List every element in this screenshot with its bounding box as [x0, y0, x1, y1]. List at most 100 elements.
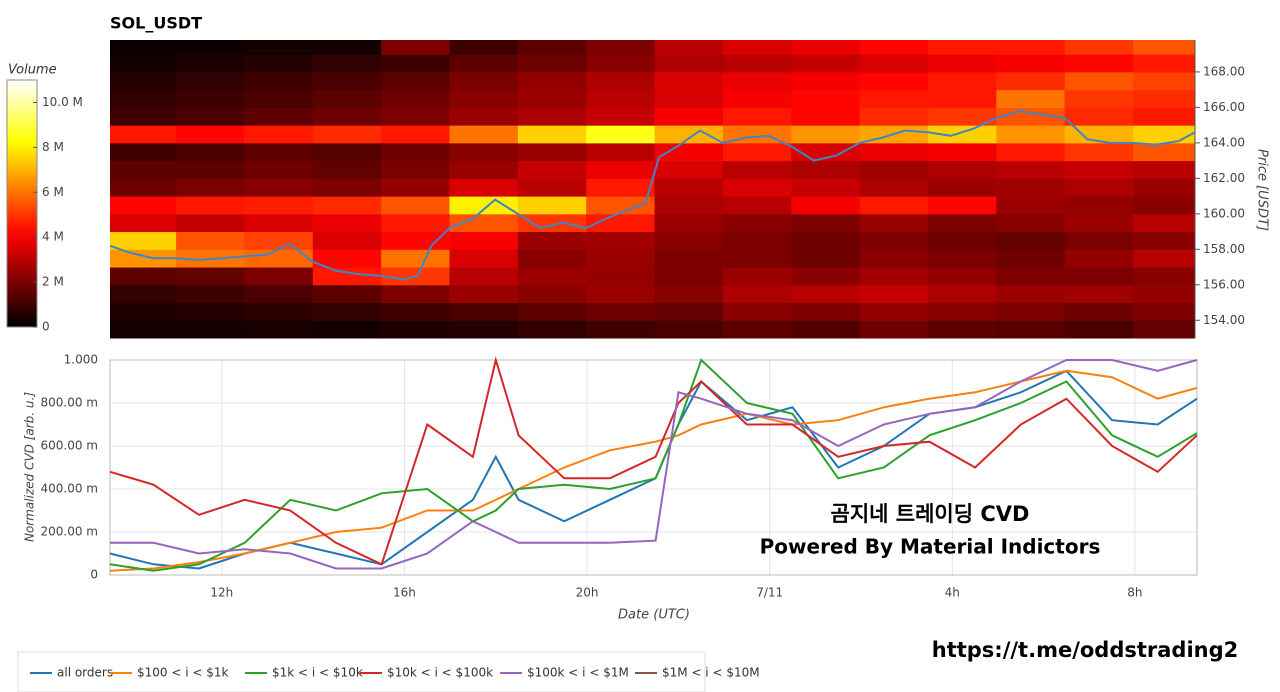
y-tick-label: 166.00: [1203, 100, 1245, 114]
heatmap-cell: [1133, 89, 1196, 108]
x-tick-label: 16h: [393, 586, 416, 600]
heatmap-cell: [517, 231, 587, 250]
heatmap-cell: [791, 107, 861, 126]
heatmap-cell: [654, 54, 724, 73]
heatmap-cell: [517, 267, 587, 286]
heatmap-cell: [791, 302, 861, 321]
y-tick-label: 158.00: [1203, 242, 1245, 256]
heatmap-cell: [312, 40, 382, 55]
heatmap-cell: [176, 284, 245, 304]
heatmap-cell: [859, 213, 929, 233]
heatmap-cell: [927, 213, 997, 233]
heatmap-cell: [1064, 40, 1134, 55]
heatmap-cell: [927, 160, 997, 179]
heatmap-cell: [449, 160, 519, 179]
heatmap-cell: [381, 71, 450, 91]
heatmap-cell: [312, 196, 382, 215]
heatmap-cell: [176, 54, 245, 73]
heatmap-cell: [586, 160, 656, 179]
heatmap-cell: [176, 196, 245, 215]
heatmap-cell: [449, 54, 519, 73]
heatmap-cell: [381, 196, 450, 215]
heatmap-cell: [381, 125, 450, 144]
y-tick-label: 156.00: [1203, 277, 1245, 291]
heatmap-cell: [110, 142, 177, 162]
heatmap-cell: [791, 196, 861, 215]
heatmap-cell: [110, 320, 177, 339]
heatmap-cell: [244, 89, 314, 108]
heatmap-cell: [381, 284, 450, 304]
colorbar-tick-label: 2 M: [42, 275, 64, 289]
heatmap-cell: [654, 249, 724, 268]
heatmap-cell: [244, 40, 314, 55]
heatmap-cell: [996, 249, 1066, 268]
heatmap-cell: [381, 107, 450, 126]
heatmap-cell: [927, 267, 997, 286]
heatmap-cell: [722, 284, 792, 304]
heatmap-cell: [1133, 125, 1196, 144]
heatmap-cell: [110, 54, 177, 73]
series-line: [110, 359, 1198, 570]
heatmap-cell: [996, 54, 1066, 73]
legend-label: $100 < i < $1k: [137, 666, 229, 680]
heatmap-cell: [859, 40, 929, 55]
colorbar-title: Volume: [8, 63, 57, 78]
heatmap-cell: [586, 249, 656, 268]
heatmap-cell: [381, 54, 450, 73]
heatmap-cell: [791, 40, 861, 55]
heatmap-cell: [449, 249, 519, 268]
heatmap-cell: [176, 231, 245, 250]
heatmap-cell: [1064, 231, 1134, 250]
heatmap-cell: [176, 89, 245, 108]
heatmap-cell: [859, 267, 929, 286]
heatmap-cell: [517, 178, 587, 197]
heatmap-cell: [859, 178, 929, 197]
heatmap-cell: [176, 160, 245, 179]
heatmap-cell: [176, 107, 245, 126]
heatmap-cell: [654, 231, 724, 250]
heatmap-cell: [654, 196, 724, 215]
heatmap-cell: [927, 54, 997, 73]
chart-title: SOL_USDT: [110, 14, 202, 33]
legend-label: $1k < i < $10k: [272, 666, 363, 680]
y-tick-label: 0: [90, 568, 98, 582]
heatmap-cell: [381, 213, 450, 233]
heatmap-cell: [312, 267, 382, 286]
heatmap-cell: [110, 178, 177, 197]
y-axis-title: Price [USDT]: [1255, 149, 1270, 231]
heatmap-cell: [654, 178, 724, 197]
heatmap-cell: [1133, 267, 1196, 286]
plot-frame: [109, 359, 1198, 576]
heatmap-cell: [449, 40, 519, 55]
heatmap-cell: [859, 107, 929, 126]
heatmap-cell: [791, 213, 861, 233]
watermark-subtitle: Powered By Material Indictors: [760, 535, 1101, 559]
heatmap-cell: [722, 231, 792, 250]
heatmap-cell: [312, 213, 382, 233]
heatmap-cell: [244, 196, 314, 215]
heatmap-cell: [791, 231, 861, 250]
heatmap-cell: [791, 284, 861, 304]
heatmap-cell: [859, 71, 929, 91]
heatmap-cell: [722, 320, 792, 339]
heatmap-cell: [586, 71, 656, 91]
heatmap-cell: [791, 54, 861, 73]
heatmap-cell: [176, 40, 245, 55]
heatmap-cell: [859, 142, 929, 162]
heatmap-cell: [244, 213, 314, 233]
heatmap-cell: [1064, 160, 1134, 179]
heatmap-cell: [791, 178, 861, 197]
heatmap-cell: [859, 196, 929, 215]
heatmap-cell: [1064, 196, 1134, 215]
heatmap-cell: [1133, 160, 1196, 179]
heatmap-cell: [859, 231, 929, 250]
y-tick-label: 168.00: [1203, 64, 1245, 78]
heatmap-cell: [1133, 231, 1196, 250]
heatmap-cell: [654, 284, 724, 304]
heatmap-cell: [927, 196, 997, 215]
heatmap-cell: [791, 267, 861, 286]
heatmap-cell: [517, 302, 587, 321]
heatmap-cell: [654, 320, 724, 339]
heatmap-cell: [654, 267, 724, 286]
heatmap-cell: [1133, 178, 1196, 197]
